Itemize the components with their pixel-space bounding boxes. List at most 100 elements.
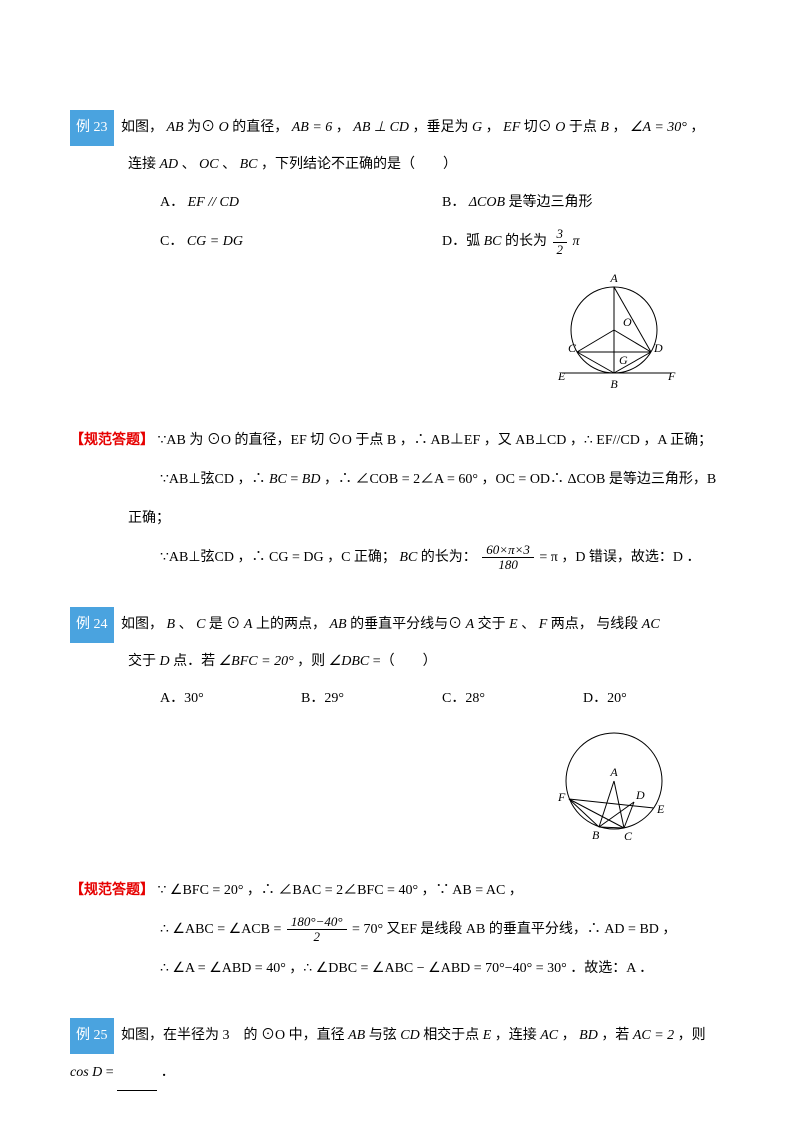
text: 相交于点	[423, 1028, 479, 1043]
math: D	[160, 654, 170, 669]
badge-prefix: 例	[76, 120, 90, 135]
fill-blank	[117, 1056, 157, 1091]
problem-24-options: A．30° B．29° C．28° D．20°	[70, 681, 724, 717]
label-D: D	[635, 788, 645, 802]
text: ，	[690, 120, 704, 135]
frac-num: 60×π×3	[482, 543, 534, 558]
text: 、	[521, 617, 535, 632]
math: AB	[167, 120, 184, 135]
example-badge-23: 例 23	[70, 110, 114, 146]
text: 是 ⊙	[209, 617, 241, 632]
text: 如图，	[121, 617, 163, 632]
badge-number: 25	[94, 1028, 108, 1043]
answer-text: 正确；	[70, 499, 724, 538]
text: 上的两点，	[256, 617, 326, 632]
option-label: C．	[160, 234, 183, 249]
text: 、	[182, 157, 196, 172]
problem-25-line2: cos D = ．	[70, 1056, 724, 1091]
text: =	[106, 1065, 117, 1080]
problem-23-figure: A O C D G B E F	[70, 268, 684, 403]
math: OC	[199, 157, 218, 172]
math: BD	[579, 1028, 598, 1043]
badge-number: 23	[94, 120, 108, 135]
label-E: E	[557, 369, 566, 383]
math: B	[167, 617, 176, 632]
math: ∠DBC	[329, 654, 370, 669]
text: =（ ）	[373, 654, 437, 669]
text: ，连接	[495, 1028, 537, 1043]
math: π	[573, 234, 580, 249]
page: 例 23 如图， AB 为⊙ O 的直径， AB = 6 ， AB ⊥ CD ，…	[0, 0, 794, 1123]
math: AD	[160, 157, 179, 172]
label-G: G	[619, 353, 628, 367]
math: AC	[540, 1028, 558, 1043]
text: 如图，	[121, 120, 163, 135]
answer-label: 【规范答题】	[70, 883, 154, 898]
problem-24-figure: A B C D E F	[70, 723, 684, 853]
text: ，若	[601, 1028, 629, 1043]
text: ，则	[297, 654, 325, 669]
badge-prefix: 例	[76, 1028, 90, 1043]
label-B: B	[592, 828, 600, 842]
text: 交于	[128, 654, 156, 669]
text: 的垂直平分线与⊙	[350, 617, 462, 632]
label-E: E	[656, 802, 665, 816]
example-badge-24: 例 24	[70, 607, 114, 643]
math: AB	[348, 1028, 365, 1043]
math: cos D	[70, 1065, 102, 1080]
arc: BC	[269, 472, 287, 487]
math: CG = DG	[187, 234, 243, 249]
example-badge-25: 例 25	[70, 1018, 114, 1054]
answer-text: ∵AB⊥弦CD ，∴	[160, 472, 269, 487]
math: AB ⊥ CD	[353, 120, 409, 135]
text: ，垂足为	[413, 120, 469, 135]
text: ，	[612, 120, 626, 135]
answer-text: ∴ ∠ABC = ∠ACB =	[160, 922, 285, 937]
option-B: B．29°	[301, 681, 442, 717]
math: AC	[642, 617, 660, 632]
option-D: D．20°	[583, 681, 724, 717]
frac-num: 180°−40°	[287, 915, 347, 930]
geometry-figure-icon: A B C D E F	[544, 723, 684, 848]
text: 交于	[478, 617, 506, 632]
answer-text: ∵AB 为 ⊙O 的直径，EF 切 ⊙O 于点 B ，∴ AB⊥EF ，又 AB…	[158, 433, 713, 448]
text: 点．若	[173, 654, 219, 669]
text: 的直径，	[232, 120, 288, 135]
frac-den: 2	[287, 930, 347, 944]
frac-den: 180	[482, 558, 534, 572]
math: ΔCOB	[469, 195, 505, 210]
option-label: B．	[442, 195, 465, 210]
math: BC	[240, 157, 258, 172]
option-B: B． ΔCOB 是等边三角形	[442, 183, 724, 222]
problem-23-line1: 例 23 如图， AB 为⊙ O 的直径， AB = 6 ， AB ⊥ CD ，…	[70, 110, 724, 146]
math: BC	[484, 234, 502, 249]
math: ∠BFC = 20°	[219, 654, 294, 669]
problem-23-options: A． EF // CD B． ΔCOB 是等边三角形 C． CG = DG D．…	[70, 183, 724, 261]
fraction: 3 2	[553, 227, 568, 257]
text: ．	[161, 1065, 175, 1080]
option-A: A．30°	[160, 681, 301, 717]
math: G	[472, 120, 482, 135]
fraction: 60×π×3 180	[482, 543, 534, 573]
text: 与弦	[369, 1028, 397, 1043]
text: ，	[486, 120, 500, 135]
badge-prefix: 例	[76, 617, 90, 632]
text: 、	[179, 617, 193, 632]
answer-label: 【规范答题】	[70, 433, 154, 448]
answer-text: ，∴ ∠COB = 2∠A = 60° ，OC = OD∴ ΔCOB 是等边三角…	[324, 472, 716, 487]
text: 的长为：	[421, 550, 477, 565]
problem-25: 例 25 如图，在半径为 3 的 ⊙O 中，直径 AB 与弦 CD 相交于点 E…	[70, 1018, 724, 1090]
problem-24-line1: 例 24 如图， B 、 C 是 ⊙ A 上的两点， AB 的垂直平分线与⊙ A…	[70, 607, 724, 643]
answer-text: = π ，D 错误，故选：D ．	[539, 550, 700, 565]
text: 是等边三角形	[509, 195, 593, 210]
text: ，	[336, 120, 350, 135]
problem-23-answer: 【规范答题】 ∵AB 为 ⊙O 的直径，EF 切 ⊙O 于点 B ，∴ AB⊥E…	[70, 421, 724, 578]
math: E	[509, 617, 518, 632]
label-B: B	[610, 377, 618, 391]
math: B	[600, 120, 609, 135]
frac-num: 3	[553, 227, 568, 242]
math: AB = 6	[292, 120, 333, 135]
answer-text: ∵AB⊥弦CD ，∴ CG = DG ，C 正确；	[160, 550, 396, 565]
text: 两点， 与线段	[551, 617, 639, 632]
problem-24-line2: 交于 D 点．若 ∠BFC = 20° ，则 ∠DBC =（ ）	[70, 645, 724, 679]
